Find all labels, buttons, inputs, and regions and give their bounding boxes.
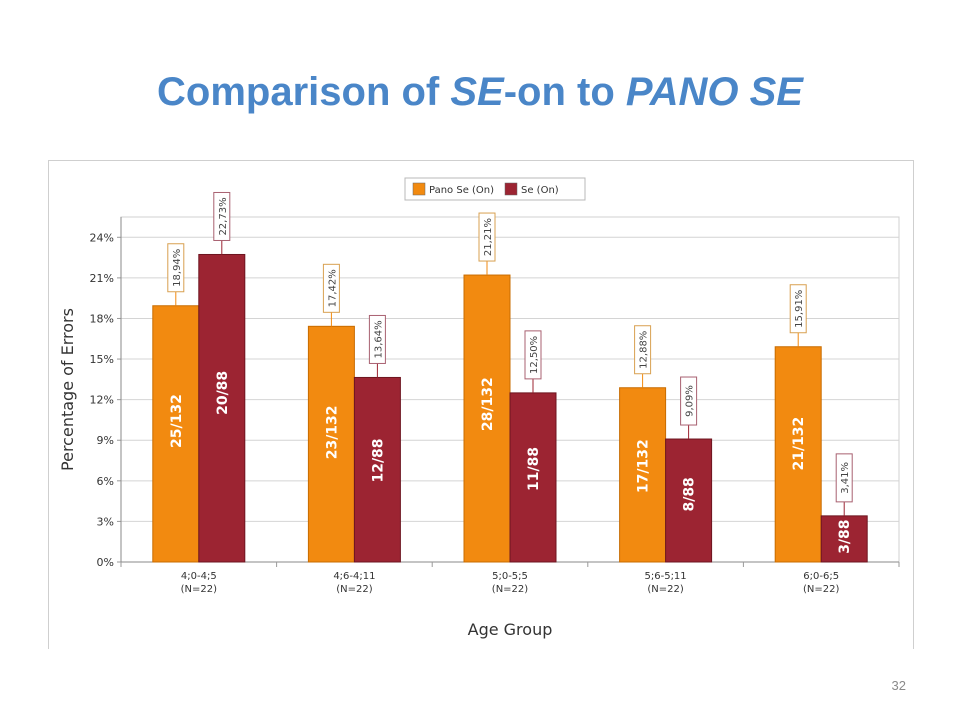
y-tick-label: 0% [97,556,114,569]
bar [152,305,200,563]
x-tick-label: 6;0-6;5 [803,571,839,582]
slide-title: Comparison of SE-on to PANO SE [0,70,960,115]
callout-box [680,376,698,426]
bar-chart: 0% 3% 6% 9% 12% 15% 18% 21% 24% Percentage of Err… [58,177,900,639]
x-tick-sublabel: (N=22) [492,584,528,595]
callout-box [167,243,185,293]
bar-count-label: 3/88 [837,519,853,553]
bar-count-label: 21/132 [791,417,807,471]
legend-swatch [412,182,426,196]
title-part: PANO SE [625,70,803,114]
x-tick-sublabel: (N=22) [803,584,839,595]
y-tick-label: 6% [97,475,114,488]
legend-swatch [504,182,518,196]
bar-count-label: 23/132 [324,405,340,459]
bar [509,392,557,563]
bar-value-label: 22,73% [218,197,229,235]
bar [198,253,246,563]
x-tick-label: 4;6-4;11 [333,571,375,582]
bar [463,274,511,563]
x-tick-label: 4;0-4;5 [181,571,217,582]
bar [774,346,822,563]
callout-box [634,325,652,375]
y-tick-label: 18% [90,312,114,325]
bar-value-label: 13,64% [373,320,384,358]
x-tick-label: 5;6-5;11 [645,571,687,582]
bar [619,387,667,563]
x-axis-label: Age Group [468,620,553,639]
callout-box [478,212,496,262]
legend-box [404,177,586,201]
bar-count-label: 25/132 [169,394,185,448]
bar-count-label: 28/132 [480,377,496,431]
legend-label: Se (On) [521,185,559,196]
bar [353,376,401,563]
y-tick-label: 3% [97,515,114,528]
callout-box [213,191,231,241]
chart-frame: 0% 3% 6% 9% 12% 15% 18% 21% 24% Percentage of Err… [48,160,914,649]
y-tick-label: 21% [90,272,114,285]
bar-value-label: 21,21% [483,218,494,256]
x-tick-label: 5;0-5;5 [492,571,528,582]
title-part: SE [450,70,504,114]
callout-box [789,284,807,334]
title-part: -on to [503,70,626,114]
x-tick-sublabel: (N=22) [181,584,217,595]
bar-value-label: 18,94% [172,249,183,287]
bar-value-label: 15,91% [794,290,805,328]
y-tick-label: 15% [90,353,114,366]
legend-label: Pano Se (On) [429,185,494,196]
callout-box [322,263,340,313]
title-part: Comparison of [157,70,451,114]
callout-box [835,453,853,503]
callout-box [524,330,542,380]
y-tick-label: 24% [90,231,114,244]
x-tick-sublabel: (N=22) [647,584,683,595]
bar [820,515,868,563]
bar-count-label: 11/88 [526,447,542,491]
x-tick-sublabel: (N=22) [336,584,372,595]
bar-value-label: 17,42% [327,269,338,307]
y-tick-label: 9% [97,434,114,447]
bar-value-label: 12,88% [639,331,650,369]
bar-count-label: 17/132 [636,439,652,493]
y-axis-label: Percentage of Errors [58,308,77,471]
bar-value-label: 3,41% [840,462,851,494]
bar-count-label: 20/88 [215,371,231,415]
page-number: 32 [891,678,906,693]
bar-count-label: 8/88 [682,477,698,511]
y-tick-label: 12% [90,394,114,407]
bar-count-label: 12/88 [370,438,386,482]
bar-value-label: 9,09% [685,385,696,417]
bar-value-label: 12,50% [529,336,540,374]
callout-box [368,314,386,364]
